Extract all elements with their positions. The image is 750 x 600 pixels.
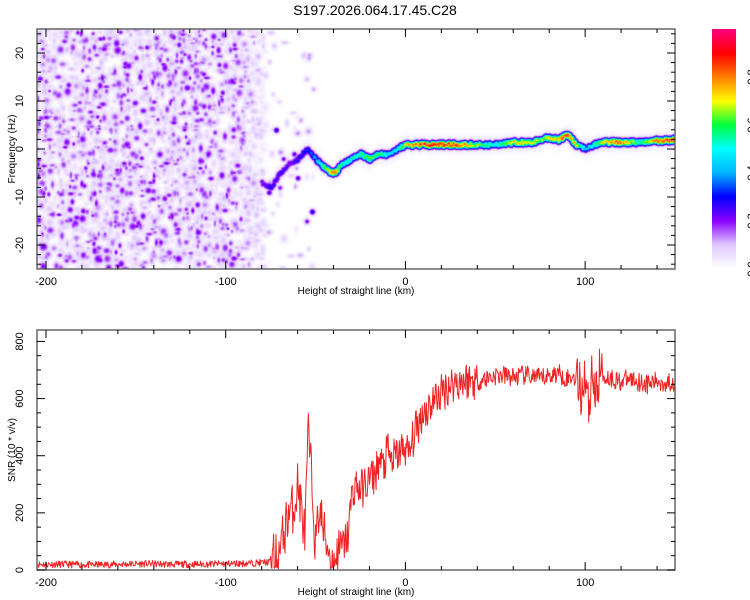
snr-x-tick-label: -100 bbox=[215, 577, 237, 589]
colorbar-tick-label: 0.8 bbox=[746, 69, 750, 84]
snr-y-axis-label: SNR (10 * v/v) bbox=[7, 418, 18, 482]
spectrogram-y-tick-label: 10 bbox=[14, 95, 26, 107]
chart-title: S197.2026.064.17.45.C28 bbox=[293, 2, 457, 18]
snr-y-tick-label: 200 bbox=[14, 504, 26, 522]
spectrogram-heatmap bbox=[37, 29, 675, 269]
colorbar-tick-label: 0.6 bbox=[746, 117, 750, 132]
spectrogram-y-tick-label: -20 bbox=[14, 237, 26, 253]
spectrogram-y-tick-label: 0 bbox=[14, 146, 26, 152]
snr-x-axis-label: Height of straight line (km) bbox=[298, 587, 415, 598]
spectrogram-x-tick-label: -100 bbox=[215, 276, 237, 288]
snr-y-tick-label: 0 bbox=[14, 567, 26, 573]
spectrogram-y-tick-label: 20 bbox=[14, 47, 26, 59]
spectrogram-x-tick-label: -200 bbox=[35, 276, 57, 288]
colorbar-tick-label: 0.4 bbox=[746, 165, 750, 180]
spectrogram-frame bbox=[36, 28, 676, 270]
spectrogram-x-axis-label: Height of straight line (km) bbox=[298, 286, 415, 297]
snr-series-line bbox=[37, 348, 675, 570]
spectrogram-y-axis-label: Frequency (Hz) bbox=[7, 115, 18, 184]
colorbar-gradient bbox=[712, 29, 736, 269]
spectrogram-y-tick-label: -10 bbox=[14, 189, 26, 205]
snr-x-tick-label: 0 bbox=[402, 577, 408, 589]
snr-y-tick-label: 600 bbox=[14, 389, 26, 407]
snr-y-tick-label: 800 bbox=[14, 332, 26, 350]
spectrogram-x-tick-label: 100 bbox=[576, 276, 594, 288]
snr-x-tick-label: 100 bbox=[576, 577, 594, 589]
snr-y-tick-label: 400 bbox=[14, 447, 26, 465]
spectrogram-x-tick-label: 0 bbox=[402, 276, 408, 288]
colorbar-tick-label: 0.2 bbox=[746, 213, 750, 228]
colorbar-tick-label: 0.0 bbox=[746, 261, 750, 276]
snr-x-tick-label: -200 bbox=[35, 577, 57, 589]
snr-frame bbox=[36, 329, 676, 571]
